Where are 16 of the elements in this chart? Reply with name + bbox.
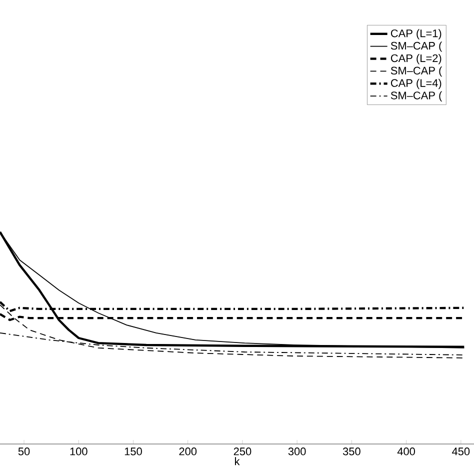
x-tick-label: 350 bbox=[342, 448, 360, 456]
legend-label: SM–CAP ( bbox=[390, 42, 442, 52]
x-tick-label: 300 bbox=[288, 448, 306, 456]
x-tick-label: 200 bbox=[179, 448, 197, 456]
legend-label: SM–CAP ( bbox=[390, 66, 442, 77]
legend-label: CAP (L=4) bbox=[390, 78, 442, 90]
x-tick-label: 50 bbox=[18, 448, 30, 456]
x-tick-label: 250 bbox=[234, 448, 252, 456]
legend-label: SM–CAP ( bbox=[390, 91, 442, 102]
x-tick-label: 400 bbox=[397, 448, 415, 456]
x-tick-label: 450 bbox=[452, 448, 470, 456]
x-axis-title: k bbox=[235, 457, 240, 466]
legend-label: CAP (L=2) bbox=[390, 54, 442, 64]
x-tick-label: 100 bbox=[70, 448, 88, 456]
x-tick-label: 150 bbox=[124, 448, 142, 456]
legend-label: CAP (L=1) bbox=[390, 29, 442, 40]
